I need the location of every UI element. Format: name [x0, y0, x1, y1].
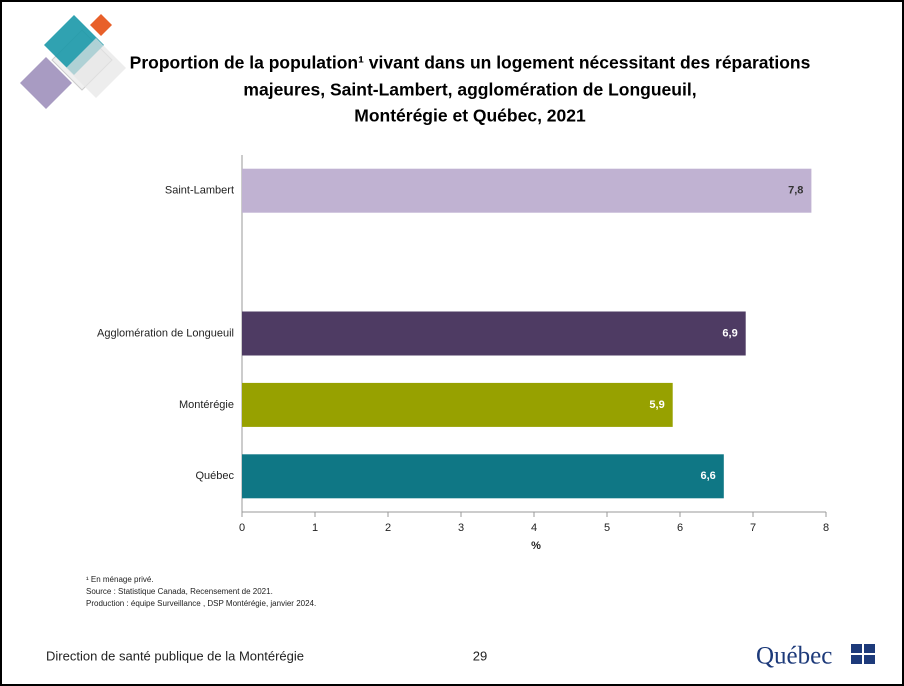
value-label: 7,8	[788, 185, 803, 197]
note: Source : Statistique Canada, Recensement…	[86, 587, 273, 596]
x-tick-label: 1	[312, 522, 318, 534]
note: Production : équipe Surveillance , DSP M…	[86, 599, 316, 608]
logo-text: Québec	[756, 643, 832, 670]
value-label: 6,9	[722, 327, 737, 339]
bar	[242, 382, 673, 427]
x-tick-label: 2	[385, 522, 391, 534]
decoration	[20, 14, 126, 109]
note: ¹ En ménage privé.	[86, 575, 154, 584]
value-label: 6,6	[701, 470, 716, 482]
y-tick-label: Agglomération de Longueuil	[97, 327, 234, 339]
x-tick-label: 3	[458, 522, 464, 534]
chart-title: Proportion de la population¹ vivant dans…	[130, 53, 811, 73]
x-tick-label: 0	[239, 522, 245, 534]
x-tick-label: 7	[750, 522, 756, 534]
bar	[242, 311, 746, 356]
x-tick-label: 5	[604, 522, 610, 534]
footer-organization: Direction de santé publique de la Montér…	[46, 648, 304, 663]
bar	[242, 454, 724, 499]
x-axis-label: %	[531, 540, 541, 552]
bar	[242, 168, 812, 213]
chart-title: Montérégie et Québec, 2021	[354, 106, 586, 126]
value-label: 5,9	[649, 399, 664, 411]
y-tick-label: Québec	[195, 470, 234, 482]
chart-title: majeures, Saint-Lambert, agglomération d…	[243, 80, 696, 100]
page-number: 29	[473, 648, 487, 663]
x-tick-label: 8	[823, 522, 829, 534]
logo-flags	[851, 644, 875, 664]
x-tick-label: 4	[531, 522, 537, 534]
x-tick-label: 6	[677, 522, 683, 534]
y-tick-label: Montérégie	[179, 399, 234, 411]
y-tick-label: Saint-Lambert	[165, 185, 234, 197]
